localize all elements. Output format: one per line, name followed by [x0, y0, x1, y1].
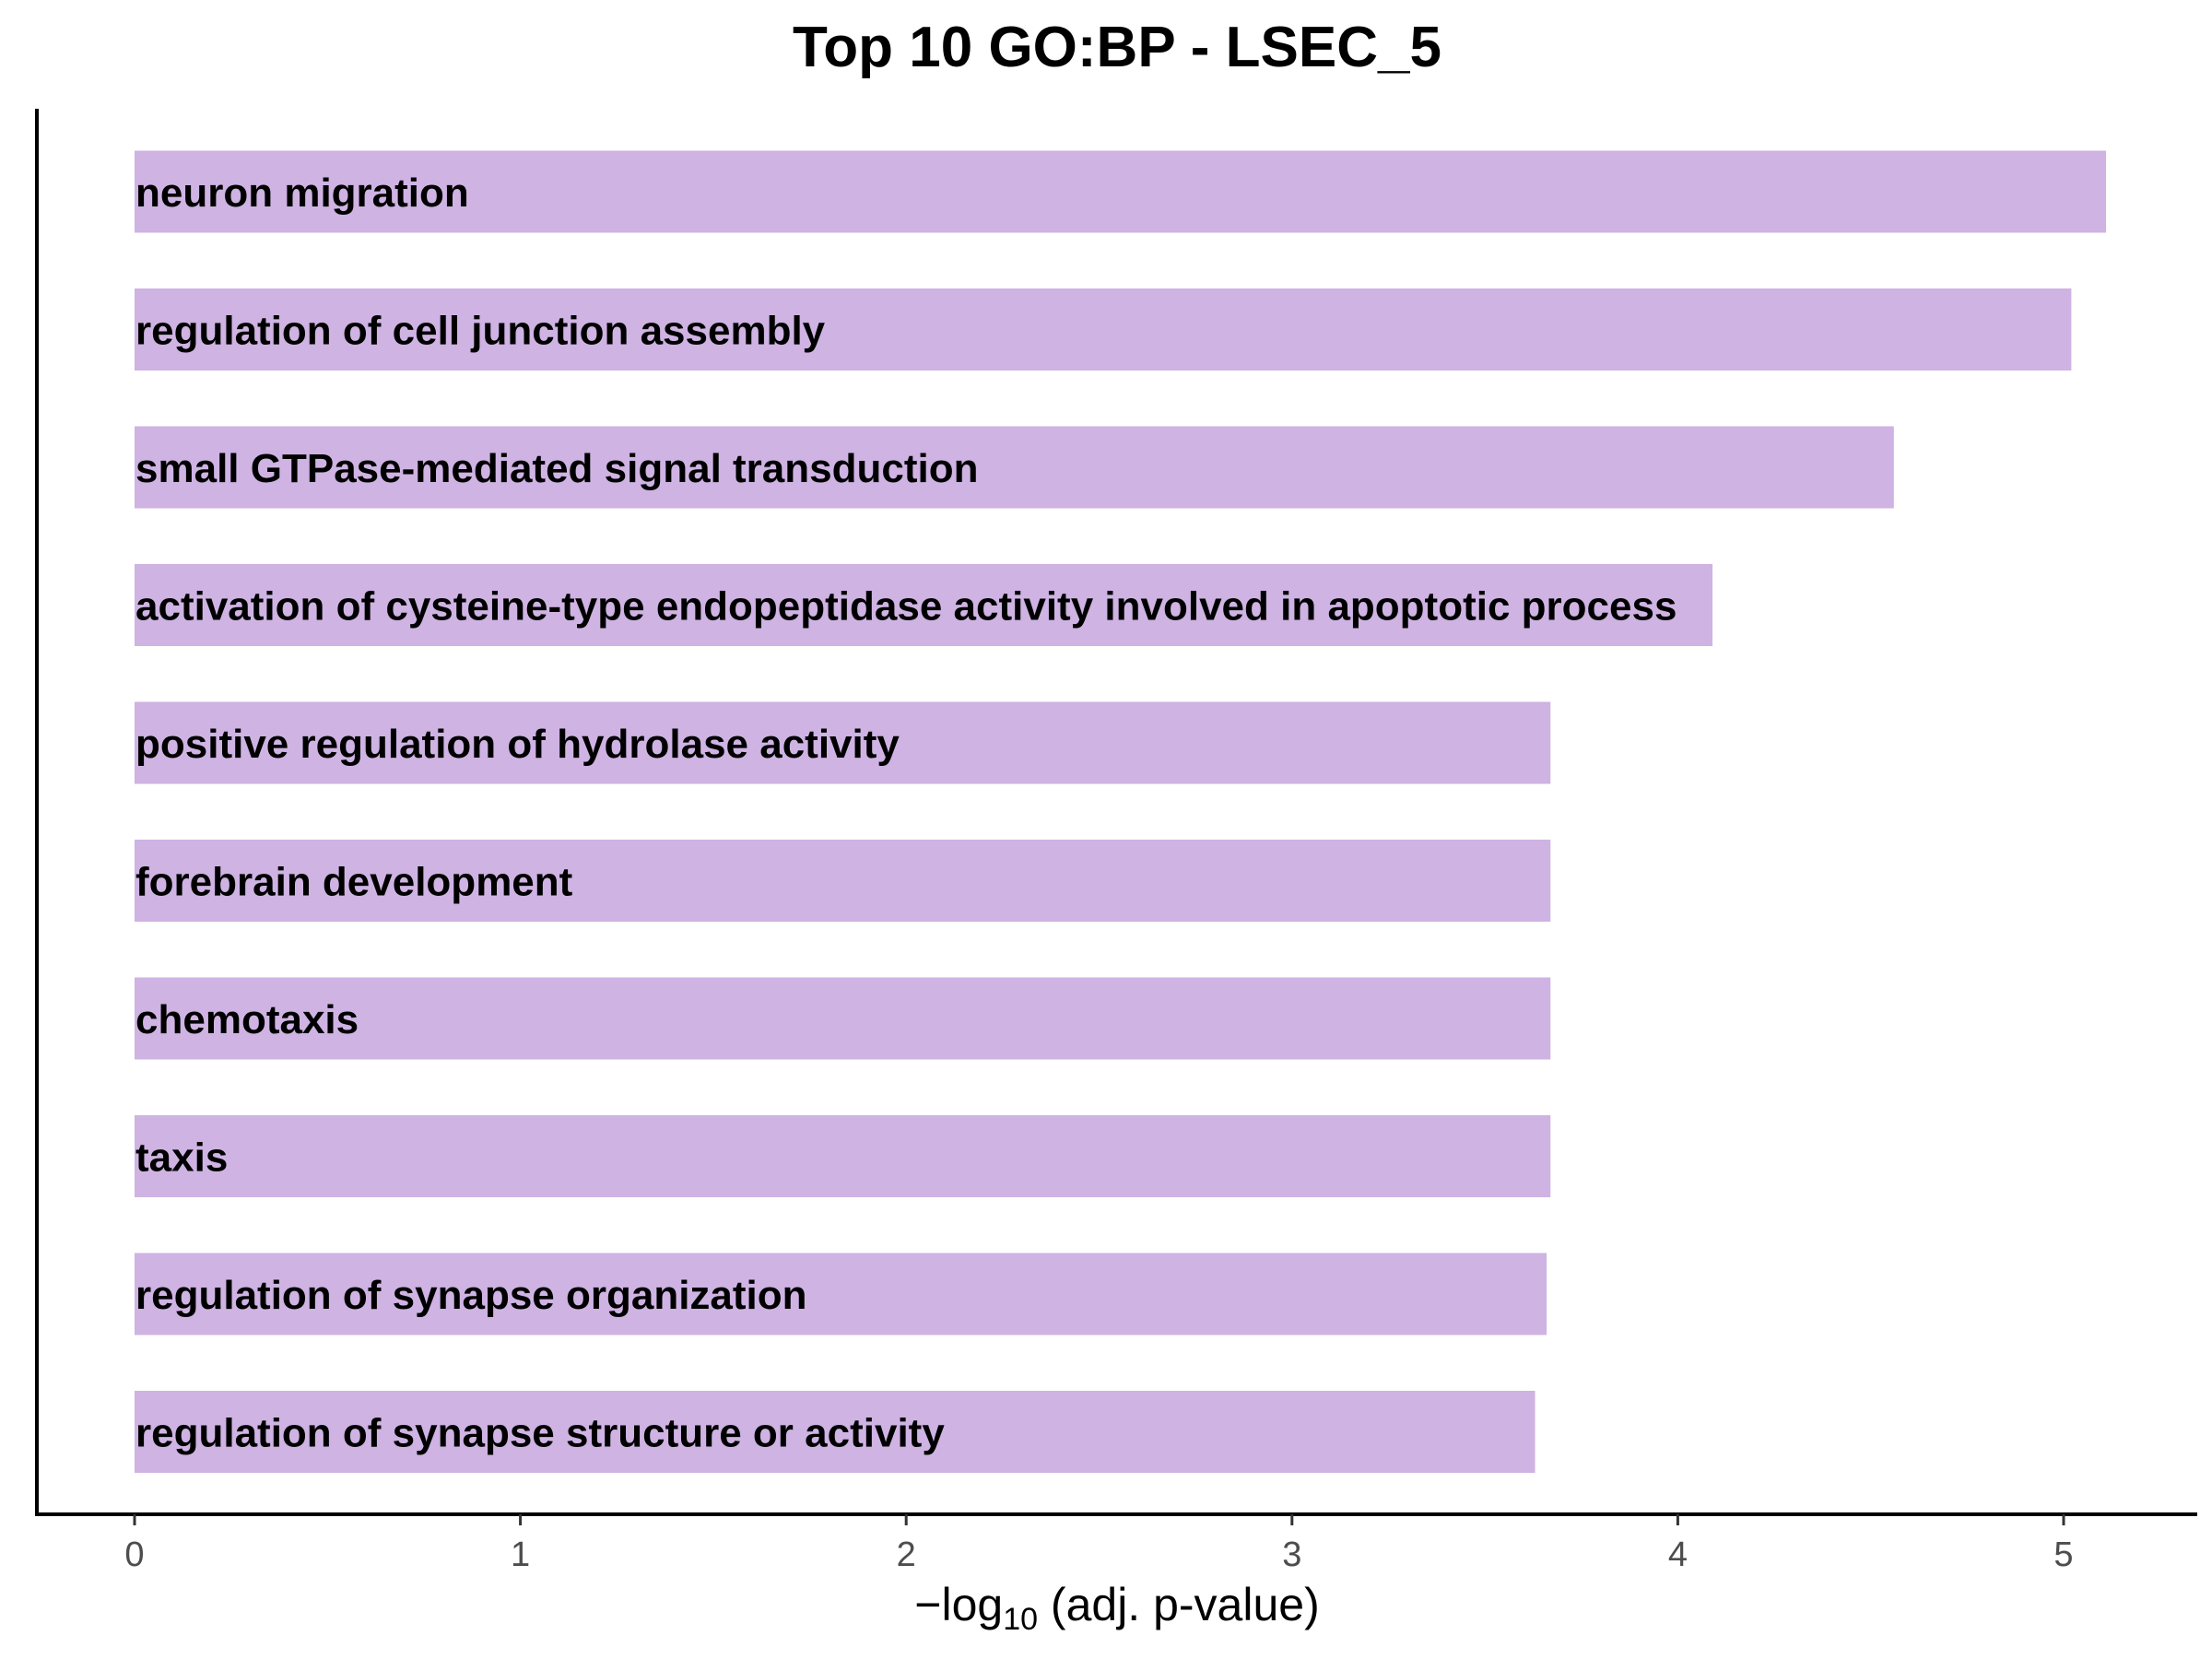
chart-title: Top 10 GO:BP - LSEC_5: [793, 16, 1441, 79]
bars: [135, 150, 2107, 1473]
bar-label: activation of cysteine-type endopeptidas…: [135, 584, 1677, 629]
x-axis-ticks: 0 1 2 3 4 5: [124, 1514, 2074, 1574]
bar: [135, 701, 1551, 784]
bar-labels: neuron migration regulation of cell junct…: [135, 171, 1677, 1456]
bar: [135, 564, 1713, 646]
bar-label: regulation of synapse organization: [135, 1273, 807, 1318]
bar-label: small GTPase-mediated signal transductio…: [135, 446, 978, 491]
bar: [135, 840, 1551, 922]
x-axis-title-subscript: 10: [1003, 1602, 1038, 1637]
x-axis-title-prefix: −log: [914, 1579, 1003, 1630]
bar: [135, 977, 1551, 1060]
bar: [135, 426, 1894, 509]
bar: [135, 1253, 1547, 1335]
bar-label: regulation of cell junction assembly: [135, 309, 826, 354]
bar: [135, 150, 2107, 233]
bar-label: forebrain development: [135, 860, 573, 905]
bar: [135, 1391, 1535, 1473]
x-axis-title: −log10 (adj. p-value): [914, 1579, 1319, 1637]
x-tick-label: 3: [1282, 1535, 1301, 1574]
x-tick-label: 2: [897, 1535, 916, 1574]
bar: [135, 1115, 1551, 1197]
bar-label: regulation of synapse structure or activ…: [135, 1411, 945, 1456]
x-tick-label: 5: [2053, 1535, 2073, 1574]
bar: [135, 288, 2072, 371]
x-tick-label: 4: [1668, 1535, 1688, 1574]
bar-label: taxis: [135, 1135, 228, 1181]
bar-label: chemotaxis: [135, 997, 359, 1042]
x-tick-label: 0: [124, 1535, 144, 1574]
x-axis-title-suffix: (adj. p-value): [1038, 1579, 1320, 1630]
x-tick-label: 1: [511, 1535, 530, 1574]
bar-label: neuron migration: [135, 171, 469, 216]
bar-label: positive regulation of hydrolase activit…: [135, 722, 900, 767]
